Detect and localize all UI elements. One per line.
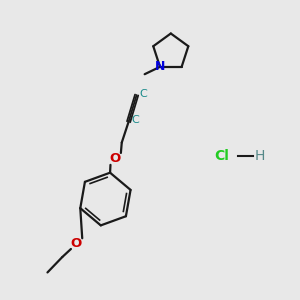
Text: H: H [255,149,265,163]
Text: N: N [155,60,165,73]
Text: C: C [131,115,139,125]
Text: C: C [139,88,147,98]
Text: O: O [109,152,121,165]
Text: O: O [71,237,82,250]
Text: Cl: Cl [214,149,229,163]
